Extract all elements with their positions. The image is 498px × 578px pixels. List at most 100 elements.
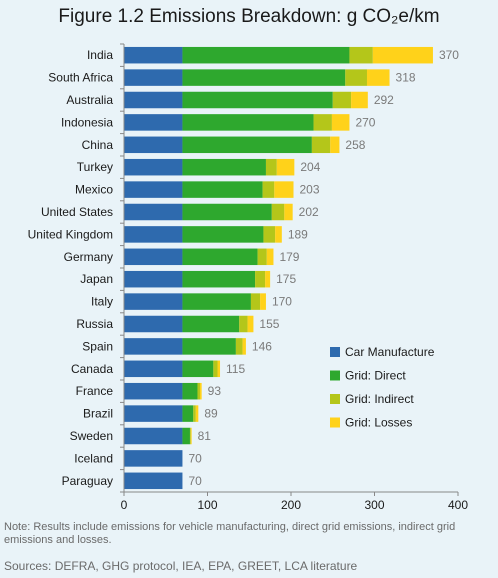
category-label: Paraguay [62,474,113,488]
x-tick-label: 400 [448,498,468,512]
value-label: 89 [204,407,218,421]
sources-line: Sources: DEFRA, GHG protocol, IEA, EPA, … [4,559,358,573]
x-axis: 0 100 200 300 400 [120,43,468,512]
bar-segment [235,338,243,355]
bar-segment [182,248,258,266]
category-label: Sweden [70,429,113,443]
bar-segment [311,136,331,154]
bar-segment [182,382,198,400]
bar-segment [193,405,196,422]
bar-segment [124,315,183,333]
category-label: Japan [80,272,113,286]
value-label: 370 [439,48,459,62]
stacked-bar-chart: India 370 South Africa 318 Australia 292 Indon… [28,43,468,512]
legend-swatch [330,394,340,404]
bar-segment [124,472,183,490]
category-label: Iceland [74,451,113,465]
category-label: Spain [82,339,113,353]
bar-segment [182,338,236,355]
category-label: Turkey [77,160,113,174]
legend-swatch [330,347,340,357]
bars-group [124,46,433,490]
category-label: Russia [76,317,113,331]
bar-segment [124,203,183,221]
bar-segment [195,405,199,422]
value-label: 292 [374,93,394,107]
bar-segment [124,46,183,64]
bar-segment [182,405,194,422]
bar-segment [124,405,183,422]
bar-segment [190,427,192,445]
category-label: United Kingdom [28,227,113,241]
value-label: 155 [259,317,279,331]
category-label: France [76,384,114,398]
bar-segment [265,158,277,176]
value-label: 204 [300,160,320,174]
value-label: 189 [288,227,308,241]
category-label: China [82,138,114,152]
bar-segment [239,315,248,333]
bar-segment [275,226,282,243]
bar-segment [349,46,373,64]
value-label: 146 [252,339,272,353]
bar-segment [189,427,191,445]
bar-segment [250,293,261,310]
legend: Car Manufacture Grid: Direct Grid: Indirec… [330,345,435,430]
bar-segment [124,136,183,154]
bar-segment [182,46,350,64]
bar-segment [182,136,312,154]
value-label: 203 [300,183,320,197]
bar-segment [217,360,221,378]
bar-segment [330,136,340,154]
bar-segment [213,360,218,378]
bar-segment [182,114,314,131]
category-label: Brazil [83,407,113,421]
legend-label: Grid: Losses [345,416,412,430]
bar-segment [124,293,183,310]
value-label: 93 [208,384,222,398]
bar-segment [124,360,183,378]
value-label: 115 [226,362,245,376]
x-tick-label: 0 [121,498,128,512]
x-tick-label: 300 [364,498,384,512]
category-label: Germany [64,250,113,264]
bar-segment [124,91,183,109]
value-label: 318 [396,71,416,85]
value-label: 70 [188,474,202,488]
bar-segment [260,293,266,310]
bar-segment [332,91,352,109]
bar-segment [274,181,294,198]
chart-title: Figure 1.2 Emissions Breakdown: g CO₂e/k… [58,6,440,27]
category-label: India [87,48,113,62]
bar-segment [124,338,183,355]
bar-segment [197,382,200,400]
bar-segment [276,158,295,176]
category-label: Australia [66,93,113,107]
category-label: Italy [91,295,113,309]
value-label: 202 [299,205,319,219]
bar-segment [372,46,433,64]
bar-segment [124,248,183,266]
bar-segment [331,114,350,131]
bar-segment [124,181,183,198]
category-label: United States [41,205,113,219]
bar-segment [263,226,276,243]
bar-segment [124,226,183,243]
legend-label: Car Manufacture [345,345,435,359]
value-label: 70 [188,451,202,465]
value-label: 81 [198,429,212,443]
bar-segment [182,91,333,109]
bar-segment [124,158,183,176]
category-label: Canada [71,362,113,376]
bar-segment [351,91,368,109]
bar-segment [182,270,256,288]
bar-segment [257,248,267,266]
x-tick-label: 100 [197,498,217,512]
bar-segment [182,427,190,445]
category-label: Mexico [75,183,113,197]
bar-segment [266,248,274,266]
bar-segment [284,203,293,221]
bar-segment [124,450,183,467]
bar-segment [124,114,183,131]
bar-segment [182,293,251,310]
